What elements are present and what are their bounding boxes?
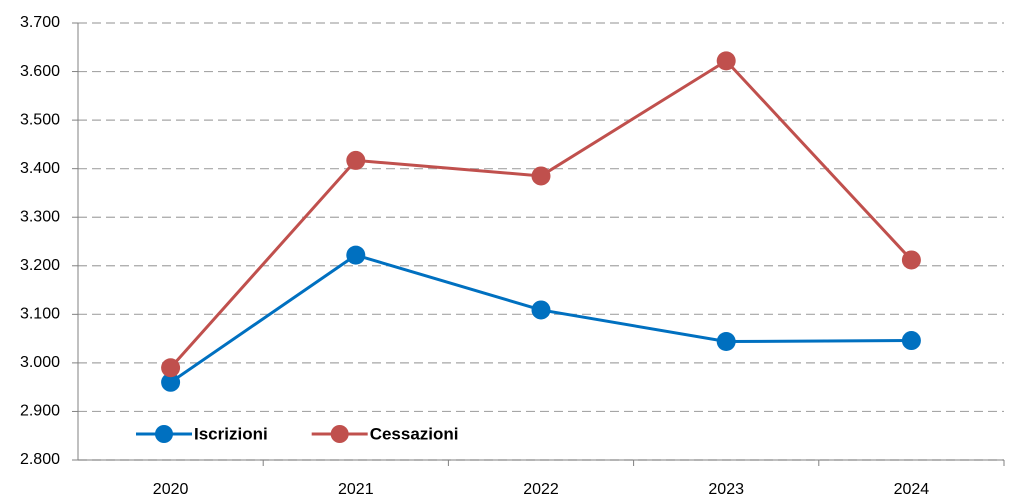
x-tick-label: 2023: [708, 481, 744, 498]
legend-marker: [330, 425, 349, 443]
data-point: [161, 358, 181, 378]
data-point: [716, 51, 736, 71]
data-point: [531, 300, 551, 320]
series-line: [169, 58, 913, 369]
x-tick-label: 2020: [153, 481, 189, 498]
data-point: [346, 150, 366, 170]
data-point: [531, 166, 551, 186]
data-point: [161, 372, 181, 392]
data-point: [716, 332, 736, 352]
data-point: [901, 250, 921, 270]
y-tick-label: 3.400: [20, 160, 60, 177]
y-tick-label: 3.200: [20, 257, 60, 274]
x-tick-label: 2021: [338, 481, 374, 498]
x-tick-label: 2024: [894, 481, 930, 498]
legend-label: Iscrizioni: [194, 424, 268, 443]
y-tick-label: 3.100: [20, 306, 60, 323]
y-tick-label: 3.500: [20, 111, 60, 128]
data-point: [346, 245, 366, 265]
legend-label: Cessazioni: [370, 424, 459, 443]
y-tick-label: 2.800: [20, 451, 60, 468]
legend-marker: [155, 425, 173, 443]
y-tick-label: 2.900: [20, 403, 60, 420]
data-point: [901, 331, 921, 351]
y-tick-label: 3.600: [20, 63, 60, 80]
y-tick-label: 3.700: [20, 14, 60, 31]
x-tick-label: 2022: [523, 481, 559, 498]
y-tick-label: 3.000: [20, 354, 60, 371]
y-tick-label: 3.300: [20, 208, 60, 225]
